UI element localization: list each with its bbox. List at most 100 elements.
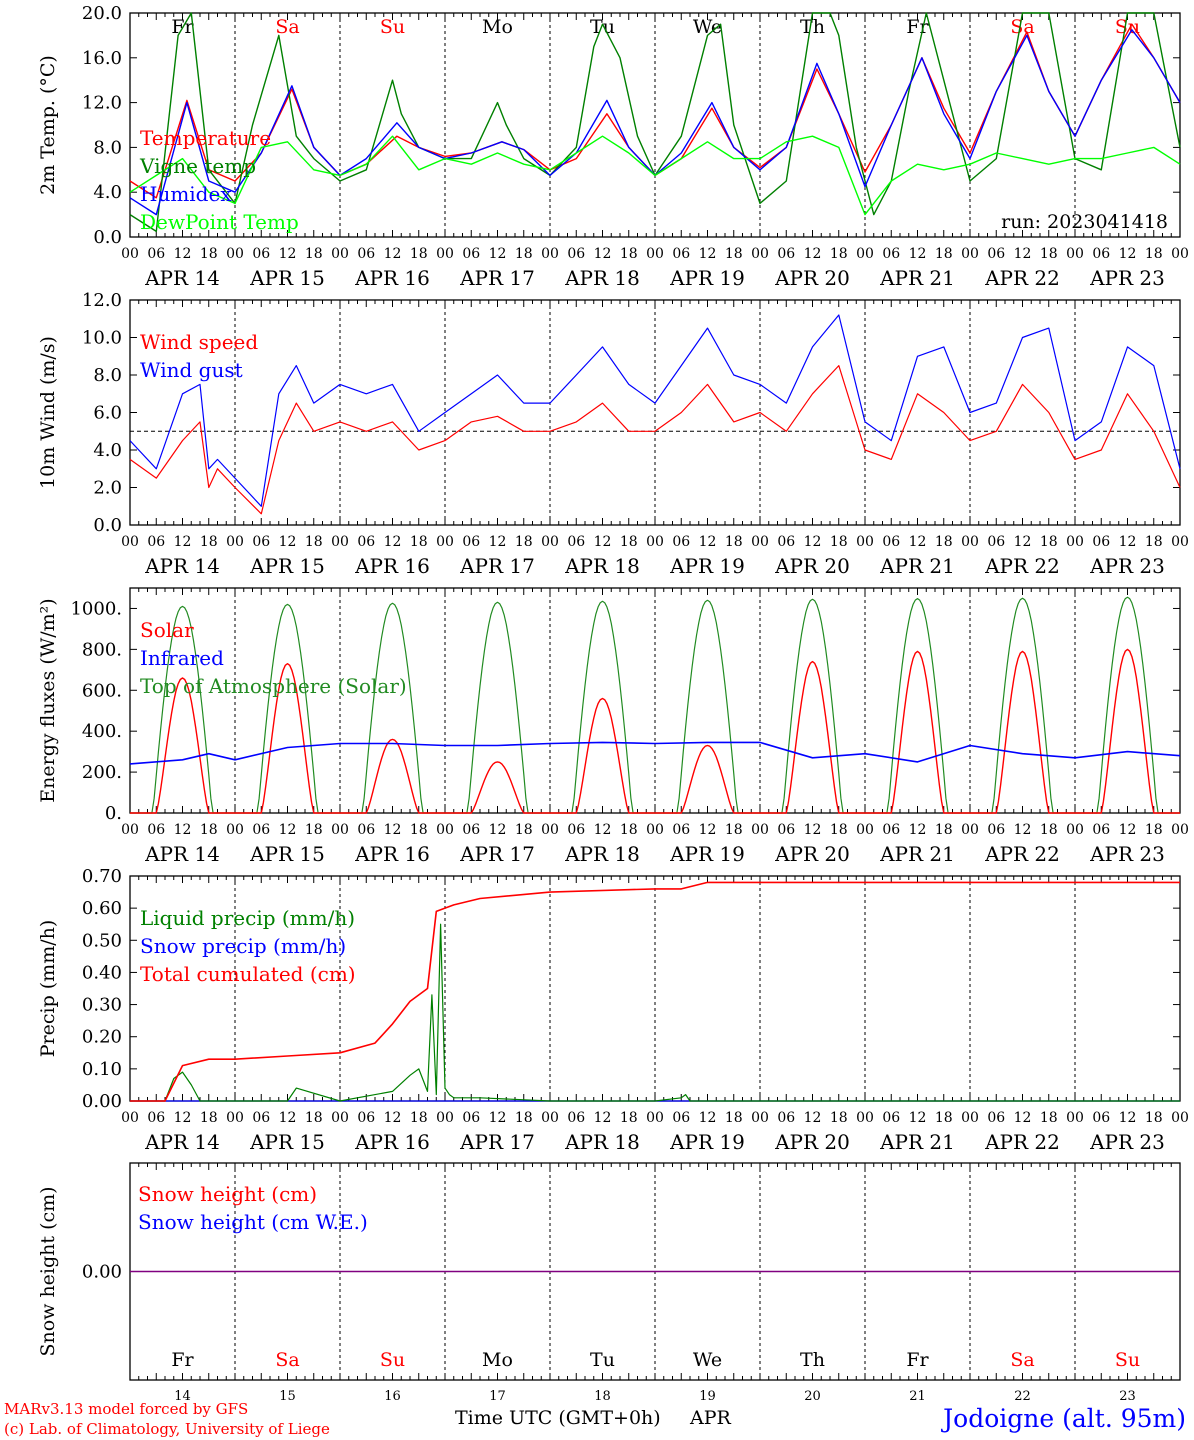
date-label: APR 15 xyxy=(249,266,325,290)
hour-tick-label: 06 xyxy=(882,534,900,550)
hour-tick-label: 18 xyxy=(620,246,638,262)
hour-tick-label: 12 xyxy=(174,822,192,838)
toa-solar-line xyxy=(1075,596,1180,814)
solar-line xyxy=(970,650,1075,814)
date-label: APR 23 xyxy=(1089,554,1165,578)
hour-tick-label: 00 xyxy=(541,534,559,550)
toa-solar-line xyxy=(970,597,1075,814)
legend-label: Snow height (cm W.E.) xyxy=(138,1210,368,1234)
y-axis-label: Precip (mm/h) xyxy=(37,920,59,1058)
hour-tick-label: 18 xyxy=(1040,1110,1058,1126)
date-label: APR 22 xyxy=(984,842,1060,866)
y-tick-label: 1000. xyxy=(70,598,122,619)
hour-tick-label: 18 xyxy=(1145,534,1163,550)
date-label: APR 17 xyxy=(459,1130,535,1154)
solar-line xyxy=(655,744,760,814)
hour-tick-label: 06 xyxy=(777,822,795,838)
hour-tick-label: 18 xyxy=(725,246,743,262)
hour-tick-label: 12 xyxy=(489,822,507,838)
date-label: APR 15 xyxy=(249,554,325,578)
legend-label: Temperature xyxy=(140,126,271,150)
legend-label: Total cumulated (cm) xyxy=(140,962,356,986)
day-number-label: 23 xyxy=(1119,1389,1136,1404)
legend-label: Infrared xyxy=(140,646,224,670)
hour-tick-label: 06 xyxy=(462,822,480,838)
plot-frame xyxy=(129,587,1181,814)
hour-tick-label: 00 xyxy=(226,822,244,838)
hour-tick-label: 12 xyxy=(1014,1110,1032,1126)
hour-tick-label: 12 xyxy=(909,246,927,262)
y-axis-label: 2m Temp. (°C) xyxy=(37,55,59,195)
y-tick-label: 0.20 xyxy=(82,1027,122,1048)
y-axis-label: Energy fluxes (W/m²) xyxy=(37,598,59,802)
hour-tick-label: 06 xyxy=(987,534,1005,550)
date-label: APR 19 xyxy=(669,842,745,866)
hour-tick-label: 18 xyxy=(200,534,218,550)
hour-tick-label: 00 xyxy=(541,246,559,262)
hour-tick-label: 12 xyxy=(909,822,927,838)
hour-tick-label: 18 xyxy=(620,1110,638,1126)
legend-label: Solar xyxy=(140,618,194,642)
hour-tick-label: 00 xyxy=(751,534,769,550)
hour-tick-label: 06 xyxy=(357,246,375,262)
hour-tick-label: 00 xyxy=(961,822,979,838)
hour-tick-label: 06 xyxy=(567,534,585,550)
hour-tick-label: 00 xyxy=(856,534,874,550)
hour-tick-label: 06 xyxy=(672,1110,690,1126)
solar-line xyxy=(865,650,970,814)
y-tick-label: 400. xyxy=(82,721,122,742)
hour-tick-label: 06 xyxy=(882,1110,900,1126)
hour-tick-label: 18 xyxy=(410,822,428,838)
day-abbr-label: Sa xyxy=(275,1349,299,1371)
legend-label: Liquid precip (mm/h) xyxy=(140,906,355,930)
hour-tick-label: 06 xyxy=(1092,246,1110,262)
hour-tick-label: 00 xyxy=(121,246,139,262)
hour-tick-label: 18 xyxy=(515,246,533,262)
y-tick-label: 0.60 xyxy=(82,898,122,919)
date-label: APR 20 xyxy=(774,266,850,290)
hour-tick-label: 00 xyxy=(331,822,349,838)
hour-tick-label: 00 xyxy=(121,822,139,838)
solar-line xyxy=(235,663,340,814)
hour-tick-label: 12 xyxy=(489,1110,507,1126)
day-abbr-label: Th xyxy=(800,16,825,38)
y-tick-label: 6.0 xyxy=(93,403,122,424)
y-tick-label: 0.00 xyxy=(82,1262,122,1283)
hour-tick-label: 12 xyxy=(279,534,297,550)
hour-tick-label: 12 xyxy=(804,1110,822,1126)
day-number-label: 14 xyxy=(174,1389,191,1404)
solar-line xyxy=(1075,648,1180,814)
hour-tick-label: 18 xyxy=(935,1110,953,1126)
hour-tick-label: 00 xyxy=(856,822,874,838)
hour-tick-label: 18 xyxy=(830,1110,848,1126)
hour-tick-label: 18 xyxy=(830,822,848,838)
hour-tick-label: 06 xyxy=(357,822,375,838)
hour-tick-label: 12 xyxy=(699,534,717,550)
hour-tick-label: 06 xyxy=(147,246,165,262)
hour-tick-label: 18 xyxy=(725,1110,743,1126)
hour-tick-label: 06 xyxy=(357,534,375,550)
date-label: APR 20 xyxy=(774,842,850,866)
solar-line xyxy=(445,761,550,814)
date-label: APR 22 xyxy=(984,266,1060,290)
hour-tick-label: 12 xyxy=(699,822,717,838)
day-abbr-label: Mo xyxy=(482,1349,513,1371)
hour-tick-label: 18 xyxy=(1145,246,1163,262)
toa-solar-line xyxy=(445,601,550,814)
day-abbr-label: Fr xyxy=(906,1349,929,1371)
hour-tick-label: 18 xyxy=(515,534,533,550)
liquid-precip-line xyxy=(130,923,1180,1102)
hour-tick-label: 12 xyxy=(279,822,297,838)
hour-tick-label: 18 xyxy=(1040,534,1058,550)
day-number-label: 20 xyxy=(804,1389,821,1404)
date-label: APR 22 xyxy=(984,1130,1060,1154)
date-label: APR 17 xyxy=(459,266,535,290)
y-tick-label: 2.0 xyxy=(93,478,122,499)
legend-label: Humidex xyxy=(140,182,232,206)
hour-tick-label: 12 xyxy=(489,246,507,262)
day-abbr-label: Th xyxy=(800,1349,825,1371)
y-tick-label: 0.40 xyxy=(82,962,122,983)
day-abbr-label: We xyxy=(693,1349,722,1371)
hour-tick-label: 12 xyxy=(384,534,402,550)
